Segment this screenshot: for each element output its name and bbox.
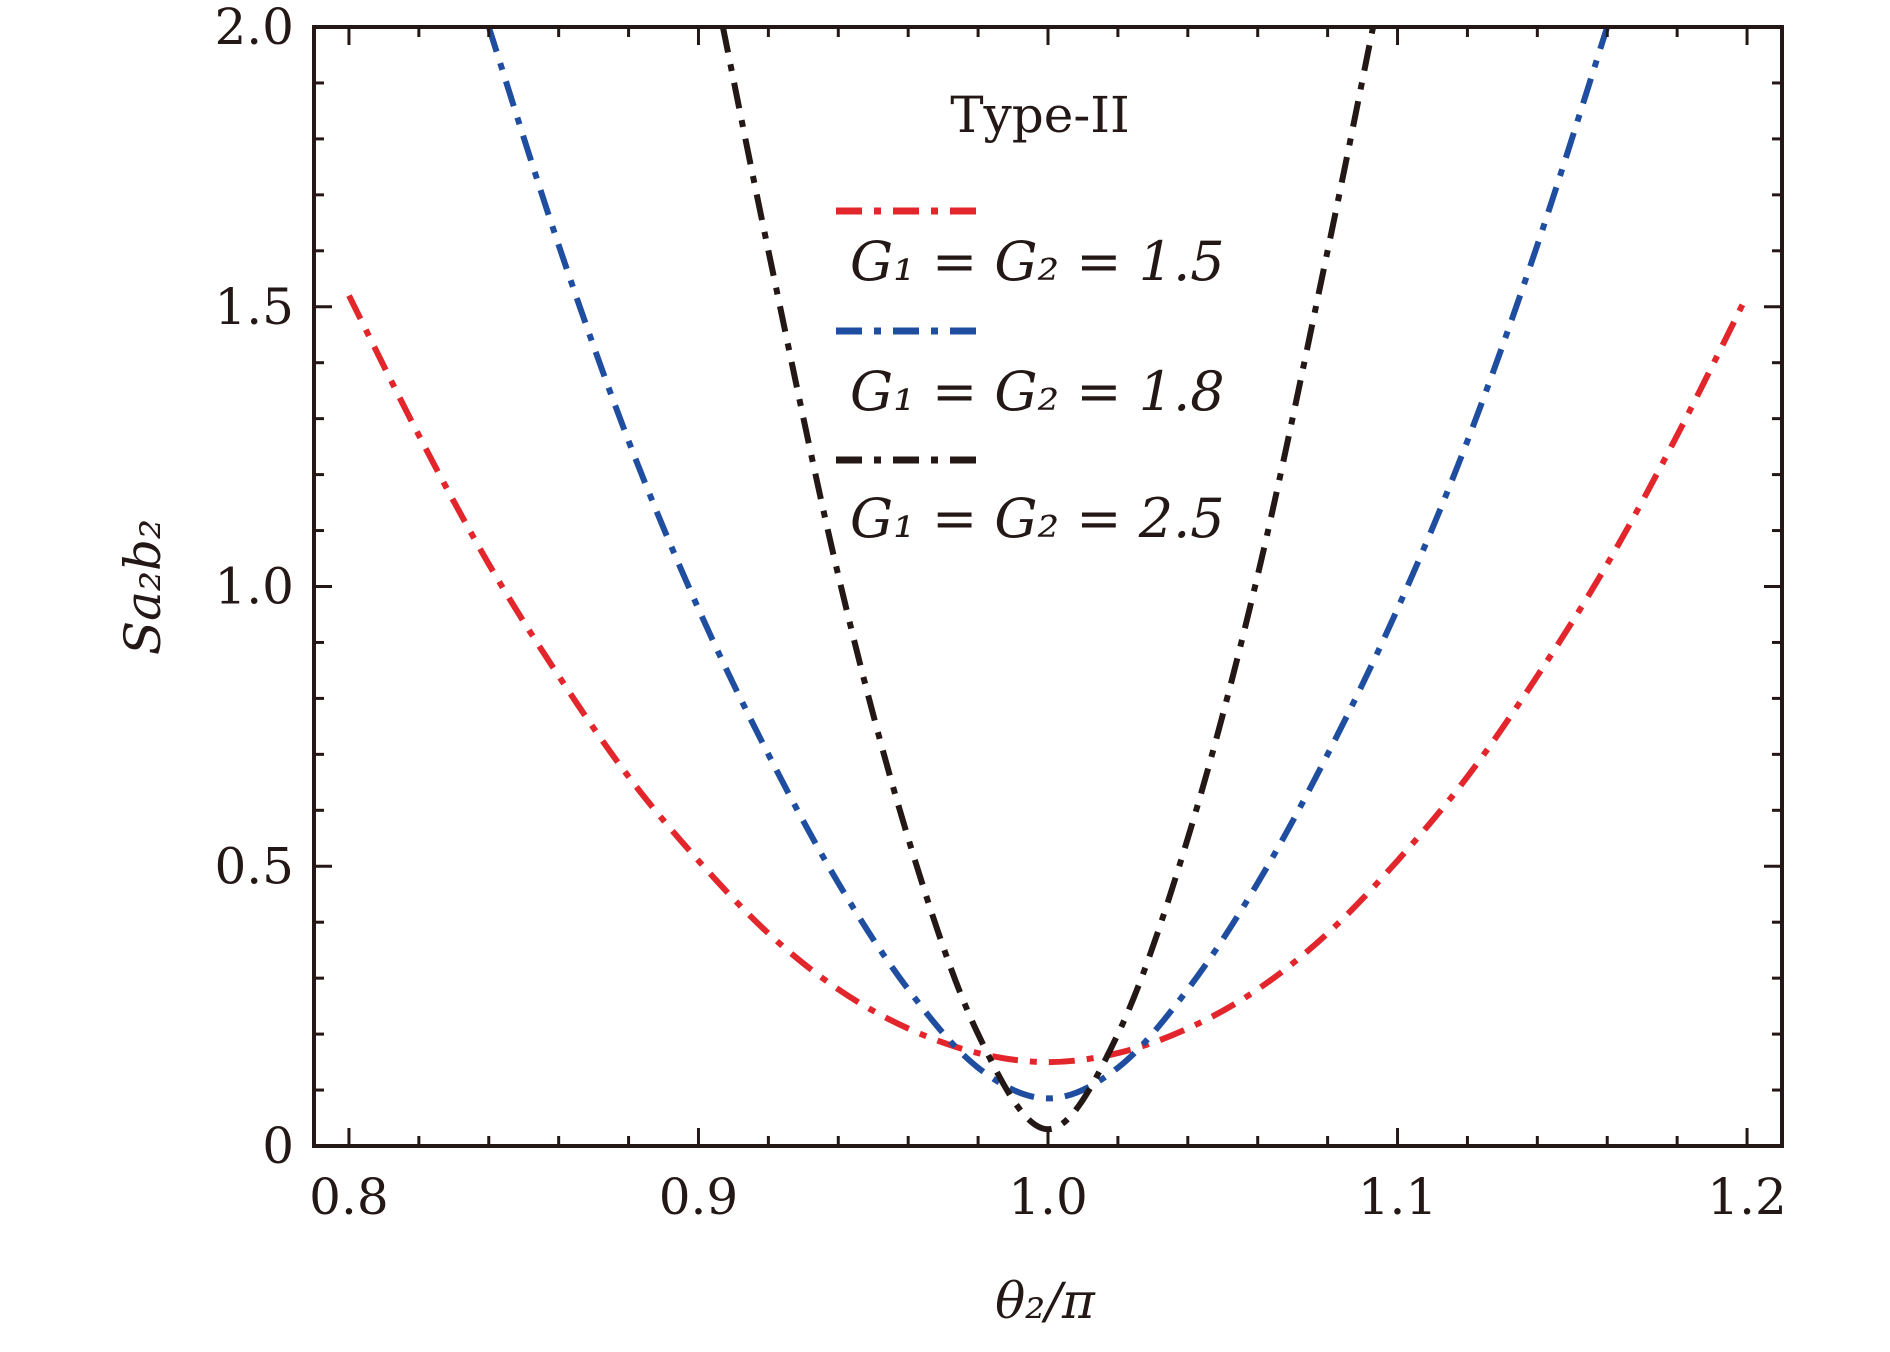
x-tick-label: 1.2 xyxy=(1707,1168,1787,1226)
ticks-layer xyxy=(314,25,1782,1148)
x-tick-label: 0.9 xyxy=(659,1168,739,1226)
y-tick-label: 1.0 xyxy=(214,558,294,616)
series-layer xyxy=(346,26,1750,1133)
legend-label-1: G₁ = G₂ = 1.5 xyxy=(850,230,1225,293)
x-tick-label: 1.1 xyxy=(1358,1168,1438,1226)
y-tick-label: 0 xyxy=(262,1117,294,1175)
legend-label-2: G₁ = G₂ = 1.8 xyxy=(850,360,1225,423)
y-tick-label: 2.0 xyxy=(214,0,294,56)
y-tick-label: 1.5 xyxy=(214,278,294,336)
y-tick-label: 0.5 xyxy=(214,837,294,895)
x-tick-label: 1.0 xyxy=(1008,1168,1088,1226)
legend: G₁ = G₂ = 1.5 G₁ = G₂ = 1.8 G₁ = G₂ = 2.5 xyxy=(836,207,1225,550)
y-axis-label: Sa₂b₂ xyxy=(114,519,172,655)
series-line-1 xyxy=(346,294,1750,1066)
legend-label-3: G₁ = G₂ = 2.5 xyxy=(850,487,1225,550)
plot-frame xyxy=(312,25,1784,1148)
x-axis-label: θ₂/π xyxy=(995,1272,1096,1330)
labels-layer: 0.8 0.9 1.0 1.1 1.2 0 0.5 1.0 1.5 2.0 xyxy=(214,0,1786,1226)
series-line-2 xyxy=(485,26,1611,1102)
series-line-3 xyxy=(719,26,1377,1133)
type-annotation: Type-II xyxy=(950,86,1130,144)
x-tick-label: 0.8 xyxy=(309,1168,389,1226)
